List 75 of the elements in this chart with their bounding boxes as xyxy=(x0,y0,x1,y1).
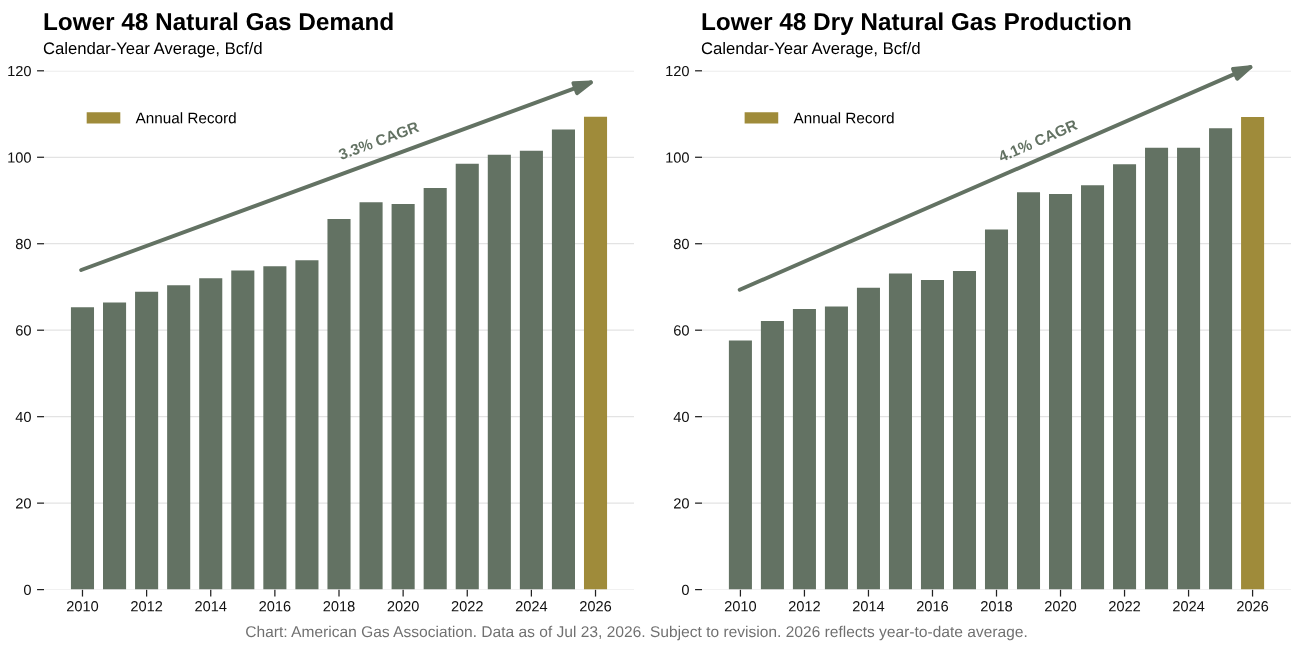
x-tick-label: 2022 xyxy=(451,601,483,612)
y-tick-label: 120 xyxy=(8,65,31,77)
bar xyxy=(70,307,95,590)
y-tick-label: 100 xyxy=(666,152,689,163)
bar xyxy=(1113,164,1137,590)
legend-label: Annual Record xyxy=(793,112,894,124)
x-tick-label: 2016 xyxy=(259,601,291,612)
x-tick-label: 2020 xyxy=(1045,601,1077,612)
y-tick-label: 120 xyxy=(666,65,689,77)
x-tick-label: 2014 xyxy=(852,601,885,612)
bar xyxy=(1209,128,1233,590)
y-tick-label: 60 xyxy=(16,325,31,336)
x-tick-label: 2016 xyxy=(916,601,949,612)
bar xyxy=(1177,147,1201,590)
y-tick-label: 60 xyxy=(674,325,689,336)
bar xyxy=(199,278,223,590)
bar xyxy=(1016,192,1041,590)
bar xyxy=(1049,194,1073,590)
x-tick-label: 2010 xyxy=(66,601,99,612)
legend-label: Annual Record xyxy=(135,112,236,124)
y-tick-label: 0 xyxy=(23,584,31,596)
chart-subtitle: Calendar-Year Average, Bcf/d xyxy=(701,41,920,58)
bar xyxy=(103,302,127,590)
bar xyxy=(359,202,383,590)
bar xyxy=(519,150,543,590)
bar xyxy=(423,187,447,590)
bar xyxy=(824,306,848,590)
x-tick-label: 2018 xyxy=(981,601,1013,612)
y-tick-label: 40 xyxy=(15,411,31,423)
bar xyxy=(1145,147,1169,590)
bar xyxy=(487,154,511,590)
x-tick-label: 2024 xyxy=(1173,601,1205,612)
annotation: 3.3% CAGR xyxy=(337,121,420,161)
text: Chart: American Gas Association. Data as of Jul 23, 2026. Subject to revision. 2026 reflects year-to-date average. xyxy=(246,625,1027,641)
bar xyxy=(551,129,575,590)
x-tick-label: 2026 xyxy=(1237,601,1269,612)
bar xyxy=(1241,117,1265,590)
x-tick-label: 2014 xyxy=(195,601,227,612)
bar xyxy=(760,321,784,590)
x-tick-label: 2018 xyxy=(323,601,355,612)
annotation: 4.1% CAGR xyxy=(997,119,1079,163)
bar xyxy=(952,270,977,590)
x-tick-label: 2010 xyxy=(724,601,757,612)
y-tick-label: 80 xyxy=(15,238,31,250)
bar xyxy=(728,340,752,590)
x-tick-label: 2012 xyxy=(131,601,163,612)
bar xyxy=(888,273,912,590)
bar xyxy=(455,163,479,590)
bar xyxy=(856,287,880,590)
y-tick-label: 100 xyxy=(8,152,31,163)
bar xyxy=(391,203,415,590)
x-tick-label: 2024 xyxy=(515,601,548,612)
bar xyxy=(327,219,351,590)
bar xyxy=(583,116,608,590)
bar xyxy=(984,229,1009,590)
bar xyxy=(920,280,944,590)
bar xyxy=(295,260,319,590)
x-tick-label: 2026 xyxy=(580,601,612,612)
chart-subtitle: Calendar-Year Average, Bcf/d xyxy=(43,41,262,58)
bar xyxy=(135,291,159,590)
bar xyxy=(263,266,287,590)
chart-title: Lower 48 Natural Gas Demand xyxy=(44,12,393,31)
bar xyxy=(167,285,191,590)
bar xyxy=(231,270,255,590)
y-tick-label: 20 xyxy=(16,498,31,509)
chart-title: Lower 48 Dry Natural Gas Production xyxy=(702,12,1131,36)
x-tick-label: 2020 xyxy=(387,601,419,612)
bar xyxy=(792,309,816,590)
y-tick-label: 80 xyxy=(673,238,689,250)
y-tick-label: 40 xyxy=(673,411,689,423)
y-tick-label: 0 xyxy=(681,584,689,596)
bar xyxy=(1081,185,1105,590)
x-tick-label: 2012 xyxy=(788,601,820,612)
x-tick-label: 2022 xyxy=(1109,601,1141,612)
y-tick-label: 20 xyxy=(674,498,689,509)
